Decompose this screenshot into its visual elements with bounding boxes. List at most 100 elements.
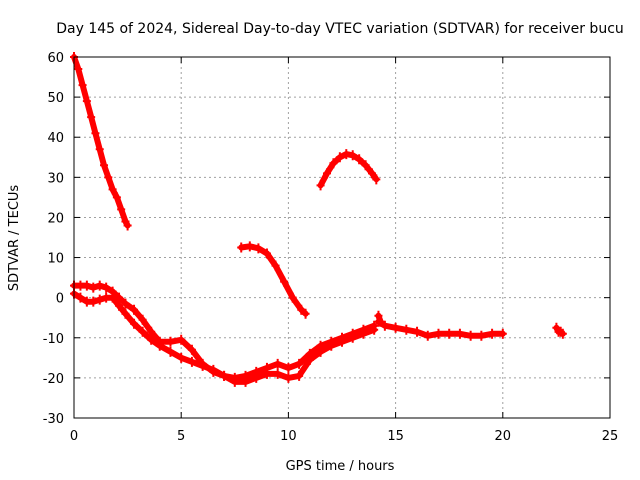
data-point <box>95 144 104 155</box>
data-point <box>434 328 443 339</box>
data-point <box>78 80 87 91</box>
data-point <box>301 308 310 319</box>
data-point <box>87 112 96 123</box>
series-arc-descending-high <box>70 52 132 231</box>
data-point <box>108 184 117 195</box>
y-tick-label: 40 <box>47 131 64 146</box>
plot-frame <box>73 56 611 419</box>
x-tick-label: 20 <box>495 429 512 444</box>
data-point <box>82 280 91 291</box>
data-point <box>252 372 261 383</box>
x-tick-label: 10 <box>280 429 297 444</box>
data-point <box>230 376 239 387</box>
data-point <box>376 316 385 327</box>
data-point <box>348 150 357 161</box>
data-point <box>271 260 280 271</box>
data-point <box>254 243 263 254</box>
data-point <box>327 340 336 351</box>
data-point <box>284 372 293 383</box>
data-point <box>220 370 229 381</box>
data-point <box>329 158 338 169</box>
data-point <box>74 64 83 75</box>
data-point <box>413 326 422 337</box>
data-point <box>121 308 130 319</box>
data-point <box>198 360 207 371</box>
x-tick-label: 25 <box>602 429 619 444</box>
data-point <box>187 344 196 355</box>
data-point <box>121 298 130 309</box>
data-point <box>316 180 325 191</box>
data-point <box>380 320 389 331</box>
series-arc-mid-descending <box>237 241 310 319</box>
data-series <box>70 52 567 387</box>
data-point <box>445 328 454 339</box>
data-point <box>123 220 132 231</box>
data-point <box>338 336 346 347</box>
data-point <box>316 346 325 357</box>
data-point <box>245 241 254 252</box>
data-point <box>237 242 246 253</box>
data-point <box>391 322 400 333</box>
data-point <box>295 358 304 369</box>
data-point <box>558 328 567 339</box>
data-point <box>402 324 411 335</box>
chart-title: Day 145 of 2024, Sidereal Day-to-day VTE… <box>56 21 624 37</box>
data-point <box>76 292 85 303</box>
data-point <box>262 368 271 379</box>
data-point <box>241 376 250 387</box>
data-point <box>130 304 139 315</box>
data-point <box>322 168 331 179</box>
y-tick-label: 10 <box>47 252 64 267</box>
x-tick-label: 5 <box>177 429 185 444</box>
data-point <box>273 368 282 379</box>
data-point <box>280 276 289 287</box>
y-tick-label: 30 <box>47 171 64 186</box>
data-point <box>295 370 304 381</box>
data-point <box>335 152 344 163</box>
data-point <box>305 354 314 365</box>
data-point <box>104 172 113 183</box>
data-point <box>423 330 432 341</box>
data-point <box>455 328 464 339</box>
data-point <box>108 292 117 303</box>
data-point <box>342 149 351 160</box>
data-point <box>138 326 147 337</box>
data-point <box>372 174 381 185</box>
data-point <box>102 282 111 293</box>
data-point <box>297 304 306 315</box>
data-point <box>100 160 109 171</box>
data-point <box>130 318 139 329</box>
data-point <box>284 362 293 373</box>
data-point <box>112 192 121 203</box>
y-tick-label: -10 <box>43 332 64 347</box>
grid-lines <box>74 57 610 418</box>
y-tick-label: 0 <box>56 292 64 307</box>
y-axis-label: SDTVAR / TECUs <box>7 185 22 292</box>
data-point <box>166 346 175 357</box>
data-point <box>288 292 297 303</box>
data-point <box>368 168 377 179</box>
data-point <box>273 358 282 369</box>
data-point <box>166 336 175 347</box>
data-point <box>477 330 486 341</box>
data-point <box>466 330 475 341</box>
y-tick-label: -30 <box>43 412 64 427</box>
y-tick-label: 20 <box>47 211 64 226</box>
data-point <box>155 340 164 351</box>
data-point <box>115 300 124 311</box>
data-point <box>177 334 186 345</box>
data-point <box>138 314 147 325</box>
data-point <box>374 310 383 321</box>
data-point <box>348 332 357 343</box>
data-point <box>262 248 271 259</box>
tick-labels: -30 -20 -10 0 10 20 30 40 50 60 0 5 10 15 20 25 <box>43 51 619 444</box>
data-point <box>89 282 98 293</box>
data-point <box>498 328 507 339</box>
data-point <box>95 280 104 291</box>
y-tick-label: 60 <box>47 51 64 66</box>
data-point <box>82 96 91 107</box>
x-axis-label: GPS time / hours <box>286 459 395 474</box>
series-arc-hump <box>316 149 381 191</box>
